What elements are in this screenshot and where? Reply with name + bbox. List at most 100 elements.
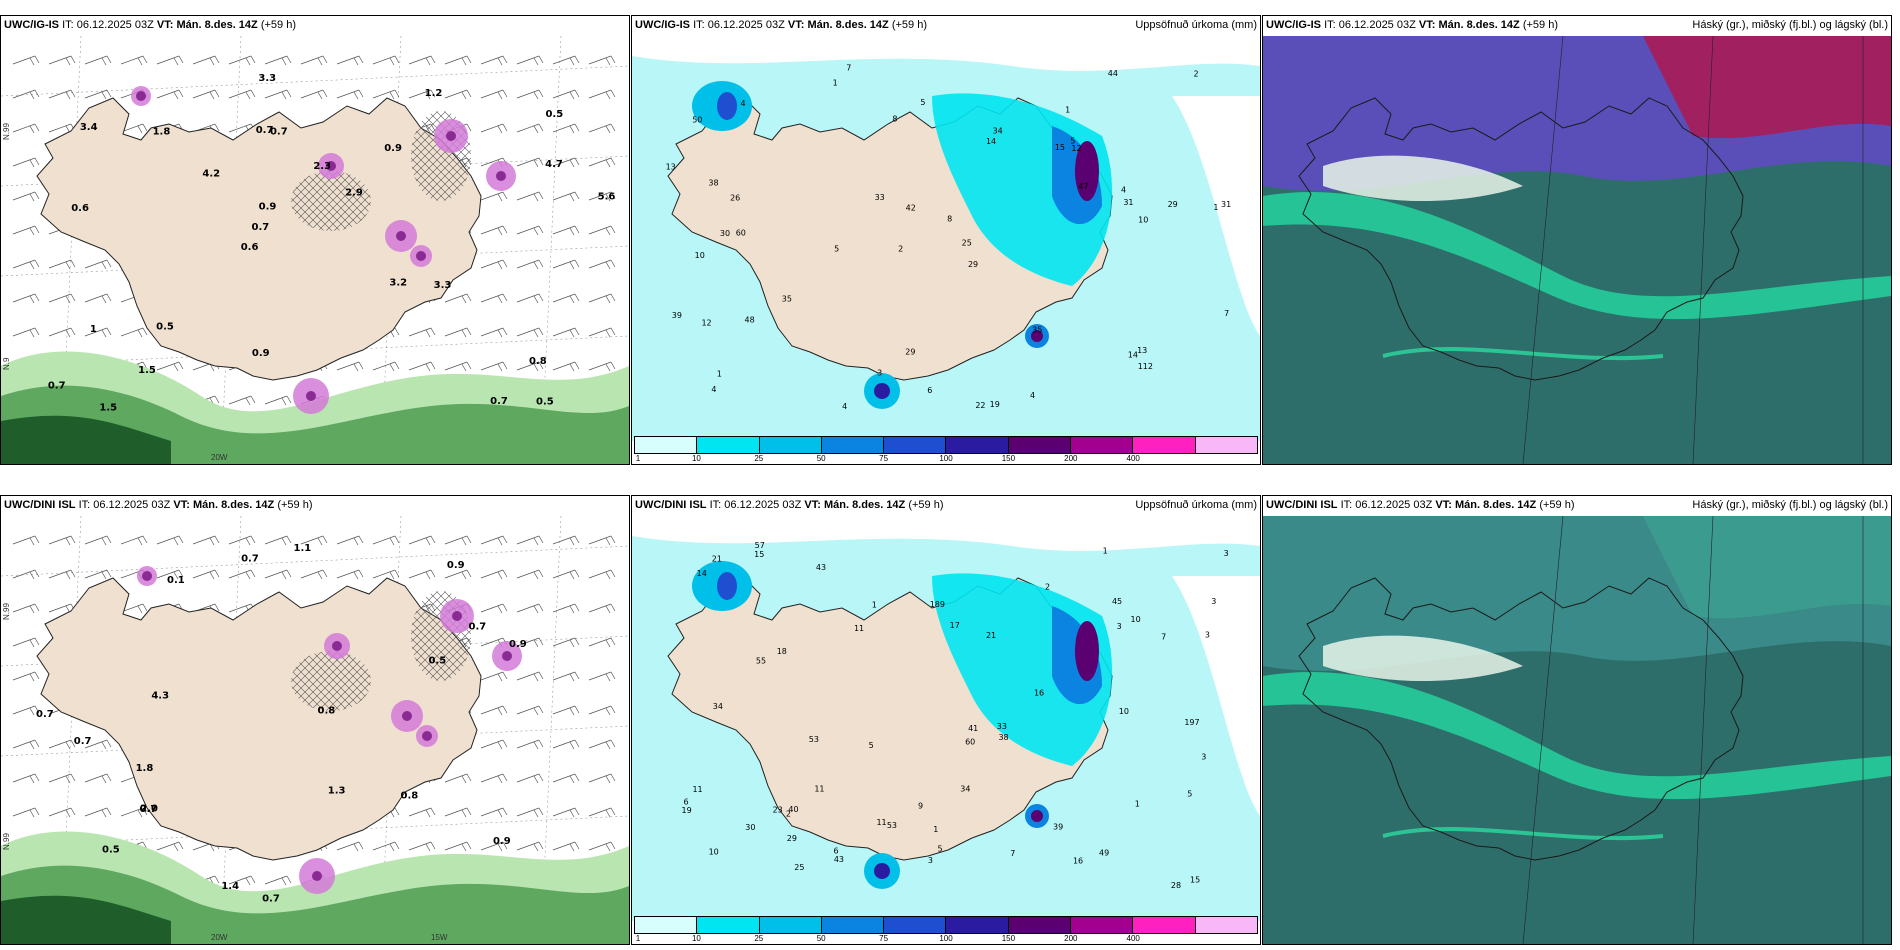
panel-title: Háský (gr.), miðský (fj.bl.) og lágský (… [1692, 19, 1888, 31]
snow-hatch-area [291, 651, 371, 711]
value-label: 3.3 [434, 280, 452, 291]
wind-barb [444, 89, 472, 100]
cloud-edge [1382, 827, 1664, 841]
wind-barb [120, 535, 148, 546]
wind-barb [480, 225, 508, 236]
wind-barb [192, 535, 220, 546]
value-label: 0.6 [241, 242, 259, 253]
precip-value-label: 5 [1070, 137, 1075, 146]
wind-barb [480, 535, 508, 546]
precip-value-label: 49 [1099, 848, 1109, 857]
precip-value-label: 1 [1213, 203, 1218, 212]
wind-barb [336, 569, 364, 580]
snow-cell-core [502, 651, 512, 661]
snow-cell-core [312, 871, 322, 881]
wind-barb [552, 89, 580, 100]
graticule-line [1522, 36, 1564, 464]
precip-value-label: 4 [842, 402, 847, 411]
wind-barb [408, 841, 436, 852]
wind-barb [480, 739, 508, 750]
graticule-label: N.99 [2, 123, 11, 140]
wind-barb [588, 259, 616, 270]
wind-barb [408, 535, 436, 546]
wind-barb [336, 55, 364, 66]
precip-value-label: 5 [920, 98, 925, 107]
value-label: 5.6 [598, 191, 616, 202]
colorbar-swatch [1195, 437, 1257, 453]
precip-value-label: 42 [906, 203, 916, 212]
colorbar-swatch [1133, 437, 1196, 453]
wind-barb [516, 739, 544, 750]
panel-igis-clouds: UWC/IG-IS IT: 06.12.2025 03Z VT: Mán. 8.… [1262, 15, 1892, 465]
precip-value-label: 3 [1117, 622, 1122, 631]
wind-barb [264, 55, 292, 66]
value-label: 1.5 [138, 365, 156, 376]
wind-barb [516, 327, 544, 338]
graticule-label: N.99 [2, 833, 11, 850]
colorbar-ticks: 1 10 25 50 75 100 150 200 400 [632, 454, 1260, 464]
wind-barb [264, 569, 292, 580]
precip-value-label: 5 [1187, 789, 1192, 798]
value-label: 0.7 [252, 222, 270, 233]
precip-value-label: 12 [701, 318, 711, 327]
precip-value-label: 10 [1119, 707, 1129, 716]
wind-barb [516, 259, 544, 270]
value-label: 1.3 [328, 786, 346, 797]
value-label: 2.3 [313, 161, 331, 172]
wind-barb [588, 841, 616, 852]
precip-value-label: 43 [816, 563, 826, 572]
wind-barb [12, 225, 40, 236]
colorbar-swatch [1071, 917, 1134, 933]
wind-barb [48, 293, 76, 304]
precip-value-label: 13 [1137, 346, 1147, 355]
wind-barb [372, 89, 400, 100]
wind-barb [408, 361, 436, 372]
wind-barb [228, 89, 256, 100]
graticule-line [60, 516, 82, 944]
value-label: 1.5 [99, 402, 117, 413]
precip-value-label: 3 [1211, 597, 1216, 606]
wind-barb [12, 327, 40, 338]
precip-value-label: 8 [947, 214, 952, 223]
precip-value-label: 11 [876, 818, 886, 827]
wind-barb [372, 55, 400, 66]
value-label: 4.3 [151, 690, 169, 701]
wind-barb [156, 89, 184, 100]
wind-barb [552, 293, 580, 304]
colorbar-tick: 1 [635, 934, 641, 943]
precip-value-label: 1 [1103, 547, 1108, 556]
colorbar-swatch [884, 917, 947, 933]
value-label: 0.5 [545, 109, 563, 120]
snow-cell-core [396, 231, 406, 241]
value-label: 0.7 [241, 554, 259, 565]
precip-value-label: 3 [877, 368, 882, 377]
wind-barb [588, 123, 616, 134]
wind-barb [516, 361, 544, 372]
wind-barb [552, 637, 580, 648]
colorbar-tick: 150 [1001, 934, 1016, 943]
wind-barb [192, 569, 220, 580]
graticule-label: N.9 [2, 357, 11, 370]
precip-value-label: 30 [720, 229, 730, 238]
graticule-line [1692, 516, 1714, 944]
wind-barb [12, 739, 40, 750]
value-label: 1.8 [136, 763, 154, 774]
wind-barb [408, 327, 436, 338]
wind-barb [84, 327, 112, 338]
wind-barb [48, 569, 76, 580]
wind-barb [480, 123, 508, 134]
wind-barb [444, 55, 472, 66]
high-cloud-layer [1643, 36, 1891, 139]
precip-value-label: 10 [1138, 216, 1148, 225]
wind-barb [408, 89, 436, 100]
precip-value-label: 4 [1030, 391, 1035, 400]
wind-barb [552, 705, 580, 716]
precip-value-label: 1 [833, 79, 838, 88]
value-label: 0.7 [36, 709, 54, 720]
precip-value-label: 25 [962, 239, 972, 248]
wind-barb [264, 89, 292, 100]
high-cloud-layer [1643, 516, 1891, 619]
precip-value-label: 197 [1184, 718, 1199, 727]
wind-barb [120, 123, 148, 134]
colorbar-swatch [697, 917, 760, 933]
